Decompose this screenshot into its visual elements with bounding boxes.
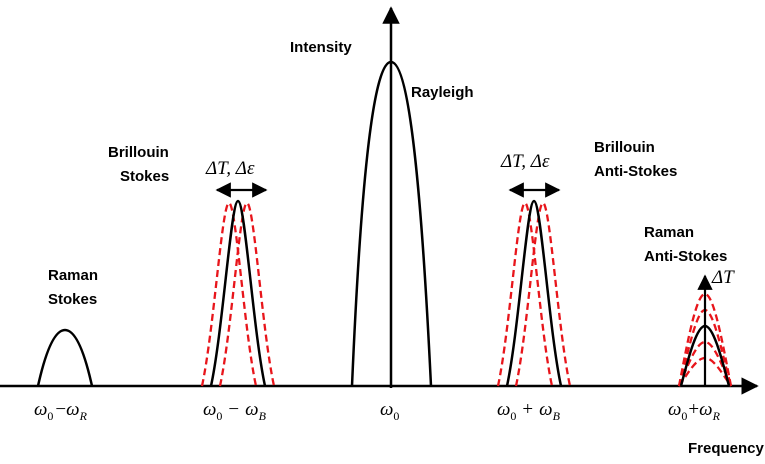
raman-antistokes-peaks	[677, 274, 733, 387]
brillouin-antistokes-shifted-peak-left	[496, 201, 554, 387]
frequency-axis-label: Frequency	[688, 440, 765, 457]
tick-label-brillouin-stokes: ω0− ωB	[203, 399, 267, 423]
brillouin-antistokes-shift-label: ΔT, Δε	[500, 151, 550, 172]
rayleigh-label: Rayleigh	[411, 84, 474, 101]
tick-label-brillouin-antistokes: ω0 + ωB	[497, 399, 561, 423]
tick-label-rayleigh: ω0	[380, 399, 399, 423]
brillouin-stokes-shift-label: ΔT, Δε	[205, 158, 255, 179]
tick-label-raman-antistokes: ω0+ωR	[668, 399, 721, 423]
rayleigh-peak	[350, 60, 433, 387]
brillouin-antistokes-shifted-peak-right	[514, 201, 572, 387]
brillouin-antistokes-label-line1: Brillouin	[594, 139, 655, 156]
raman-stokes-label-line1: Raman	[48, 267, 98, 284]
raman-stokes-peak	[36, 328, 94, 387]
raman-antistokes-shifted-peak-high	[677, 292, 733, 387]
brillouin-stokes-shifted-peak-left	[200, 201, 258, 387]
brillouin-antistokes-nominal-peak	[505, 199, 563, 387]
raman-antistokes-label-line2: Anti-Stokes	[644, 248, 727, 265]
brillouin-stokes-shifted-peak-right	[218, 201, 276, 387]
tick-label-raman-stokes: ω0 −ωR	[34, 399, 88, 423]
brillouin-stokes-peaks	[200, 182, 276, 387]
brillouin-antistokes-label-line2: Anti-Stokes	[594, 163, 677, 180]
brillouin-stokes-label-line1: Brillouin	[108, 144, 169, 161]
brillouin-stokes-nominal-peak	[209, 199, 267, 387]
brillouin-antistokes-peaks	[496, 182, 572, 387]
raman-stokes-label-line2: Stokes	[48, 291, 97, 308]
brillouin-stokes-label-line2: Stokes	[120, 168, 169, 185]
raman-antistokes-shift-label: ΔT	[711, 267, 735, 288]
raman-antistokes-label-line1: Raman	[644, 224, 694, 241]
intensity-axis-label: Intensity	[290, 39, 352, 56]
